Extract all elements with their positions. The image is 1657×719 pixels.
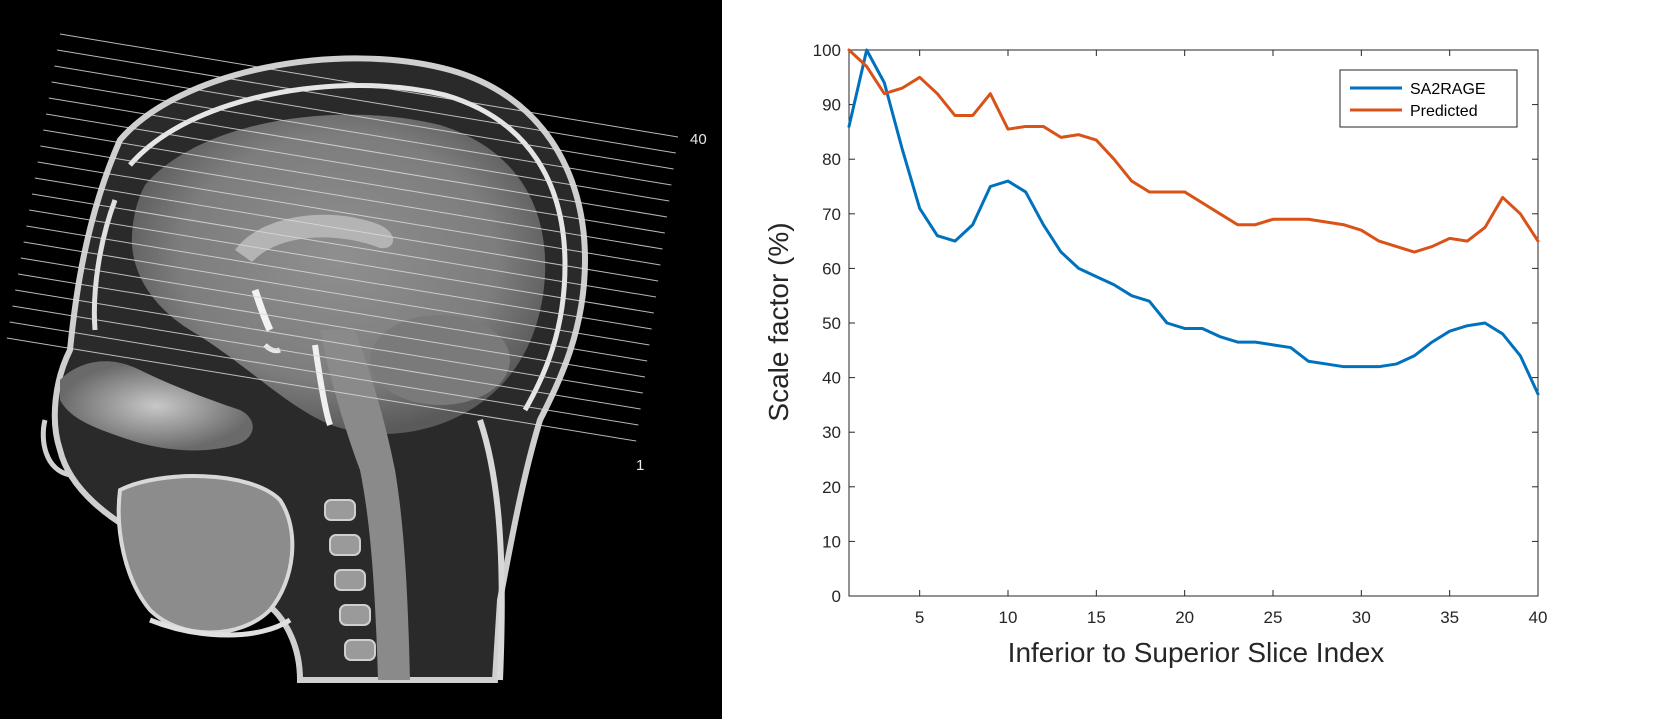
plot-frame (848, 49, 1539, 597)
slice-line (17, 273, 646, 378)
slice-line (43, 129, 665, 234)
slice-line (26, 225, 652, 330)
y-tick-label: 100 (813, 41, 841, 60)
y-tick-label: 20 (822, 478, 841, 497)
y-tick-label: 70 (822, 205, 841, 224)
y-tick-label: 0 (832, 587, 841, 606)
y-tick-label: 90 (822, 96, 841, 115)
y-axis-label: Scale factor (%) (763, 222, 794, 421)
y-tick-label: 60 (822, 259, 841, 278)
slice-line (12, 305, 641, 410)
y-tick-label: 10 (822, 532, 841, 551)
slice-line (57, 49, 676, 154)
x-tick-label: 25 (1264, 608, 1283, 627)
slice-line (9, 321, 639, 426)
slice-line (29, 209, 654, 314)
x-tick-label: 35 (1440, 608, 1459, 627)
x-tick-label: 30 (1352, 608, 1371, 627)
slice-label-top: 40 (690, 131, 707, 148)
mri-sagittal-image: 40 1 (0, 0, 722, 719)
legend: SA2RAGE Predicted (1339, 69, 1518, 128)
slice-line (34, 177, 659, 282)
x-tick-label: 15 (1087, 608, 1106, 627)
scale-factor-chart: 5 10 15 20 25 30 35 40 0 10 20 30 40 50 60 70 80 90 100 I… (722, 0, 1657, 719)
plot-area (848, 49, 1539, 597)
legend-box (1339, 69, 1518, 128)
y-axis-ticks: 0 10 20 30 40 50 60 70 80 90 100 (813, 41, 1538, 606)
slice-line (40, 145, 663, 250)
slice-label-bottom: 1 (636, 457, 644, 474)
y-tick-label: 50 (822, 314, 841, 333)
x-axis-ticks: 5 10 15 20 25 30 35 40 (915, 50, 1548, 627)
y-tick-label: 80 (822, 150, 841, 169)
series-lines (847, 48, 1540, 396)
legend-entry: SA2RAGE (1410, 81, 1486, 98)
slice-line (59, 33, 679, 138)
slice-line (15, 289, 643, 394)
slice-line (54, 65, 674, 170)
x-tick-label: 10 (999, 608, 1018, 627)
x-tick-label: 5 (915, 608, 924, 627)
slice-line (37, 161, 661, 266)
series-line-sa2rage (847, 48, 1540, 396)
slice-line (51, 81, 672, 186)
slice-line (23, 241, 650, 346)
y-tick-label: 30 (822, 423, 841, 442)
x-tick-label: 20 (1175, 608, 1194, 627)
slice-line (31, 193, 657, 298)
x-tick-label: 40 (1529, 608, 1548, 627)
legend-entry: Predicted (1410, 103, 1478, 120)
slice-line (20, 257, 648, 362)
slice-line (48, 97, 670, 202)
series-line-predicted (847, 48, 1540, 254)
slice-line (6, 337, 637, 442)
slice-lines-overlay (6, 33, 679, 442)
x-axis-label: Inferior to Superior Slice Index (1008, 637, 1385, 668)
y-tick-label: 40 (822, 369, 841, 388)
slice-line (45, 113, 668, 218)
